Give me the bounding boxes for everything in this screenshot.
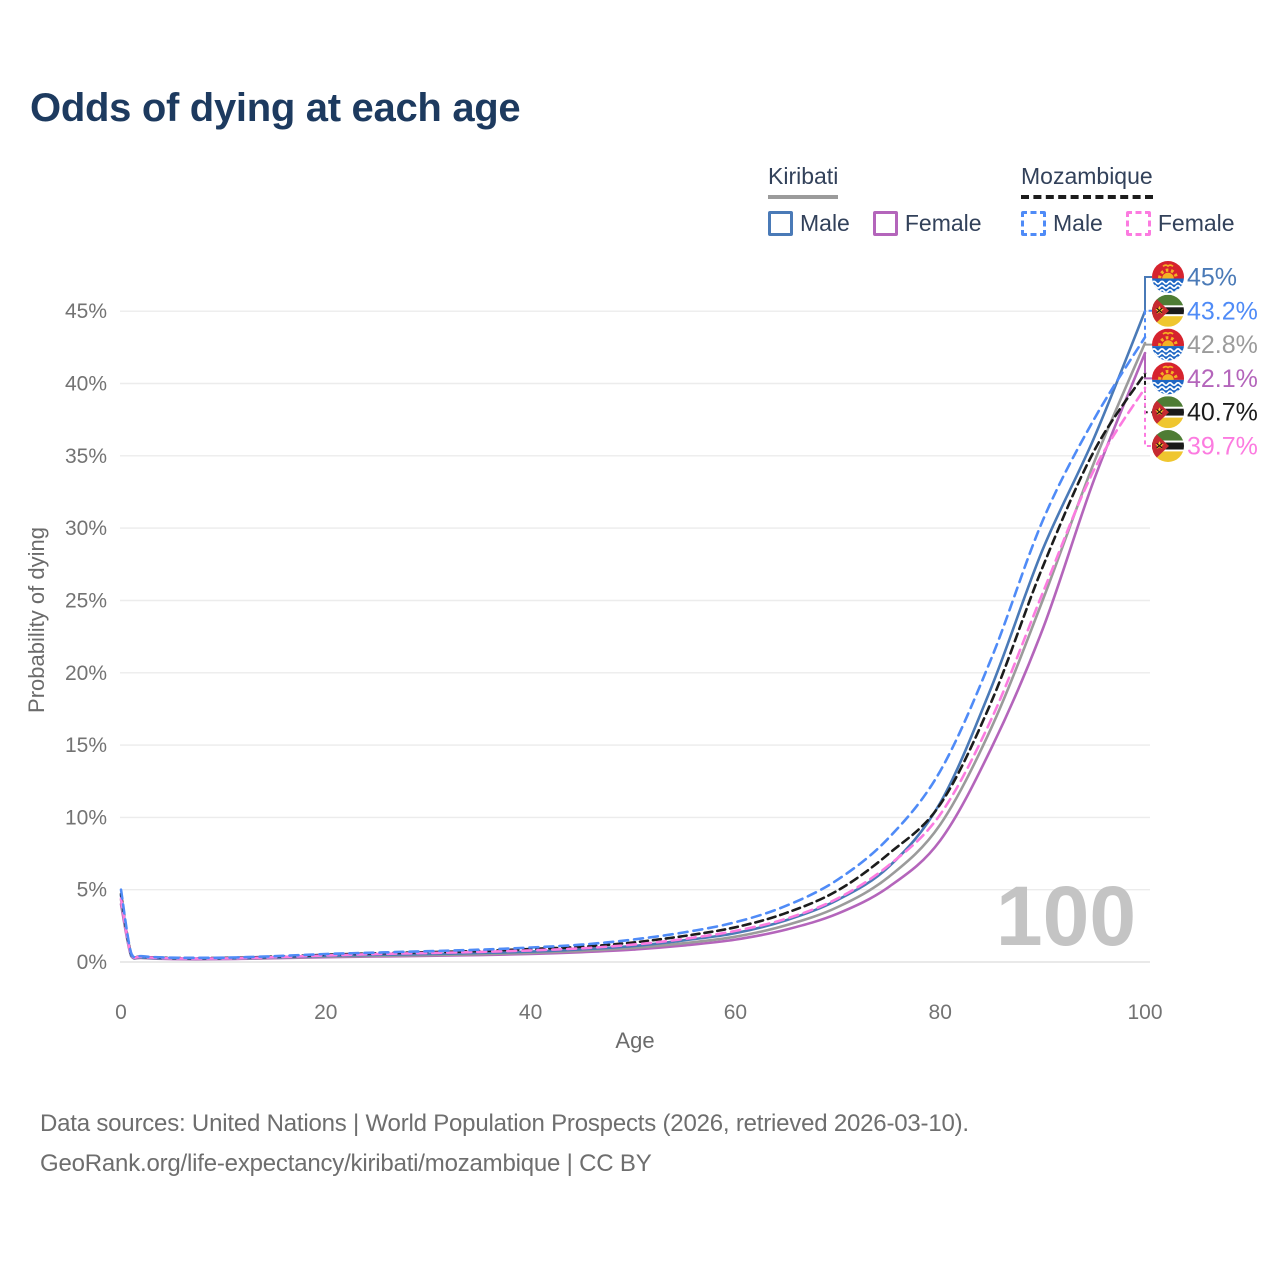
y-tick-5pct: 5% [77, 879, 107, 902]
legend-item-kiribati-male[interactable]: Male [768, 210, 850, 237]
kiribati-flag-wave-1 [1152, 348, 1184, 353]
mozambique-flag-yellow-band [1152, 417, 1184, 429]
mozambique-flag-emblem [1156, 442, 1163, 449]
legend-group-kiribati: Kiribati Male Female [768, 163, 982, 237]
mozambique-flag-emblem [1156, 409, 1163, 415]
end-label-kir_b: 42.8% [1187, 331, 1258, 359]
mozambique-flag-emblem [1156, 307, 1163, 314]
mozambique-flag-yellow-band [1152, 451, 1184, 462]
kiribati-flag-frigatebird [1162, 365, 1174, 369]
y-axis-label: Probability of dying [24, 527, 49, 713]
leader-line-kir_m [1144, 276, 1152, 312]
legend-item-kiribati-female[interactable]: Female [872, 210, 982, 237]
kiribati-flag-wave-1 [1152, 280, 1184, 285]
kiribati-female-swatch [872, 211, 898, 236]
y-tick-10pct: 10% [65, 806, 107, 829]
end-label-kir_f: 42.1% [1187, 365, 1258, 393]
x-tick-20: 20 [314, 1001, 337, 1024]
kiribati-flag-icon [1152, 362, 1184, 395]
age-watermark: 100 [996, 869, 1136, 963]
leader-line-moz_f [1144, 387, 1152, 447]
kiribati-male-swatch [768, 211, 793, 236]
kiribati-flag-frigatebird [1162, 331, 1174, 335]
y-tick-0pct: 0% [77, 951, 107, 974]
x-tick-80: 80 [929, 1001, 952, 1024]
end-label-moz_f: 39.7% [1187, 433, 1258, 461]
mozambique-flag-green-band [1152, 294, 1184, 306]
x-axis-label: Age [615, 1028, 654, 1053]
kiribati-flag-wave-2 [1152, 284, 1184, 289]
mozambique-flag-white-band-2 [1152, 415, 1184, 418]
mozambique-flag-white-band-1 [1152, 305, 1184, 308]
legend-items-kiribati: Male Female [768, 210, 982, 237]
legend-item-mozambique-female[interactable]: Female [1125, 210, 1235, 237]
x-tick-40: 40 [519, 1001, 542, 1024]
series-line-kir_m[interactable] [119, 309, 1147, 960]
mozambique-flag-white-band-2 [1152, 449, 1184, 452]
leader-line-moz_m [1144, 309, 1152, 338]
leader-line-kir_f [1144, 353, 1152, 380]
legend-items-mozambique: Male Female [1021, 210, 1235, 237]
y-tick-25pct: 25% [65, 590, 107, 613]
kiribati-flag-wave-1 [1152, 381, 1184, 387]
legend-kiribati-title[interactable]: Kiribati [768, 163, 839, 199]
x-tick-60: 60 [724, 1001, 747, 1024]
mozambique-flag-icon [1152, 430, 1184, 462]
end-label-moz_b: 40.7% [1187, 399, 1258, 427]
leader-line-kir_b [1144, 343, 1152, 346]
mozambique-flag-green-band [1152, 430, 1184, 441]
series-line-kir_f[interactable] [119, 351, 1147, 961]
y-tick-20pct: 20% [65, 662, 107, 685]
mozambique-female-label: Female [1157, 210, 1235, 236]
kiribati-flag-icon [1152, 261, 1184, 293]
mozambique-male-swatch [1021, 211, 1046, 236]
mozambique-flag-white-band-1 [1152, 440, 1184, 443]
mozambique-female-swatch [1125, 211, 1151, 236]
legend-item-mozambique-male[interactable]: Male [1021, 210, 1103, 237]
x-tick-100: 100 [1127, 1001, 1162, 1024]
kiribati-male-label: Male [800, 210, 850, 236]
kiribati-female-label: Female [904, 210, 982, 236]
end-label-moz_m: 43.2% [1187, 297, 1258, 325]
mozambique-flag-icon [1152, 294, 1184, 327]
series-line-moz_m[interactable] [119, 335, 1147, 960]
end-label-kir_m: 45% [1187, 264, 1237, 292]
y-tick-35pct: 35% [65, 445, 107, 468]
mozambique-flag-white-band-1 [1152, 406, 1184, 409]
legend-mozambique-title[interactable]: Mozambique [1021, 163, 1153, 199]
kiribati-flag-wave-3 [1152, 390, 1184, 395]
kiribati-flag-wave-3 [1152, 356, 1184, 361]
footer-data-sources: Data sources: United Nations | World Pop… [40, 1110, 969, 1137]
footer-attribution: GeoRank.org/life-expectancy/kiribati/moz… [40, 1150, 652, 1177]
page-title: Odds of dying at each age [30, 86, 521, 130]
mozambique-flag-white-band-2 [1152, 314, 1184, 317]
mozambique-flag-icon [1152, 396, 1184, 429]
mozambique-flag-yellow-band [1152, 316, 1184, 327]
y-tick-15pct: 15% [65, 734, 107, 757]
y-tick-40pct: 40% [65, 373, 107, 396]
kiribati-flag-frigatebird [1162, 264, 1174, 268]
footer: Data sources: United Nations | World Pop… [40, 1104, 969, 1184]
mozambique-flag-green-band [1152, 396, 1184, 407]
x-tick-0: 0 [115, 1001, 127, 1024]
kiribati-flag-wave-3 [1152, 288, 1184, 293]
y-tick-30pct: 30% [65, 517, 107, 540]
series-line-moz_b[interactable] [119, 372, 1147, 960]
y-tick-45pct: 45% [65, 300, 107, 323]
kiribati-flag-wave-2 [1152, 352, 1184, 357]
mozambique-male-label: Male [1053, 210, 1103, 236]
series-line-kir_b[interactable] [119, 341, 1147, 961]
legend-group-mozambique: Mozambique Male Female [1021, 163, 1235, 237]
kiribati-flag-wave-2 [1152, 386, 1184, 391]
kiribati-flag-icon [1152, 328, 1184, 361]
